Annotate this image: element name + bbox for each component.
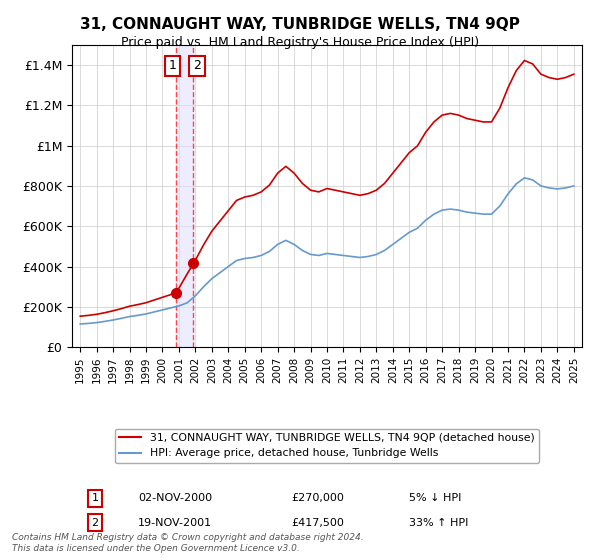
Text: Price paid vs. HM Land Registry's House Price Index (HPI): Price paid vs. HM Land Registry's House … bbox=[121, 36, 479, 49]
Text: 33% ↑ HPI: 33% ↑ HPI bbox=[409, 517, 468, 528]
Text: 2: 2 bbox=[91, 517, 98, 528]
Text: 31, CONNAUGHT WAY, TUNBRIDGE WELLS, TN4 9QP: 31, CONNAUGHT WAY, TUNBRIDGE WELLS, TN4 … bbox=[80, 17, 520, 32]
Legend: 31, CONNAUGHT WAY, TUNBRIDGE WELLS, TN4 9QP (detached house), HPI: Average price: 31, CONNAUGHT WAY, TUNBRIDGE WELLS, TN4 … bbox=[115, 428, 539, 463]
Text: 5% ↓ HPI: 5% ↓ HPI bbox=[409, 493, 461, 503]
Text: 02-NOV-2000: 02-NOV-2000 bbox=[139, 493, 212, 503]
Text: £270,000: £270,000 bbox=[291, 493, 344, 503]
Text: 19-NOV-2001: 19-NOV-2001 bbox=[139, 517, 212, 528]
Text: 1: 1 bbox=[91, 493, 98, 503]
Text: 2: 2 bbox=[193, 59, 201, 72]
Bar bbox=[176, 45, 193, 347]
Text: 1: 1 bbox=[169, 59, 176, 72]
Text: £417,500: £417,500 bbox=[291, 517, 344, 528]
Text: Contains HM Land Registry data © Crown copyright and database right 2024.
This d: Contains HM Land Registry data © Crown c… bbox=[12, 533, 364, 553]
